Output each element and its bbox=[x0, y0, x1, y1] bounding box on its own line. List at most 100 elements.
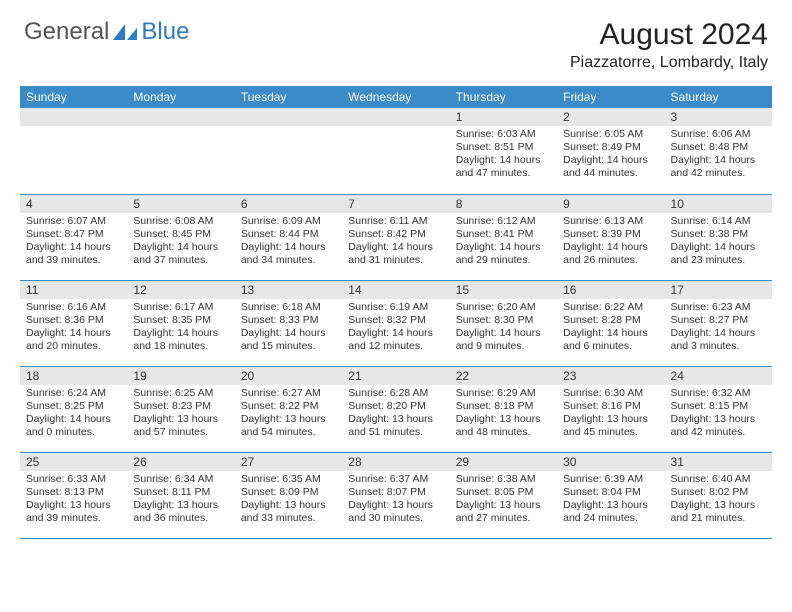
location: Piazzatorre, Lombardy, Italy bbox=[570, 54, 768, 72]
daylight-text: Daylight: 14 hours and 37 minutes. bbox=[133, 241, 228, 267]
sunrise-text: Sunrise: 6:35 AM bbox=[241, 473, 336, 486]
day-content bbox=[20, 126, 127, 132]
calendar-week-row: 4Sunrise: 6:07 AMSunset: 8:47 PMDaylight… bbox=[20, 194, 772, 280]
sunset-text: Sunset: 8:49 PM bbox=[563, 141, 658, 154]
calendar-day-cell: 20Sunrise: 6:27 AMSunset: 8:22 PMDayligh… bbox=[235, 366, 342, 452]
calendar-day-cell: 5Sunrise: 6:08 AMSunset: 8:45 PMDaylight… bbox=[127, 194, 234, 280]
calendar-day-cell: 19Sunrise: 6:25 AMSunset: 8:23 PMDayligh… bbox=[127, 366, 234, 452]
sunrise-text: Sunrise: 6:12 AM bbox=[456, 215, 551, 228]
weekday-header: Thursday bbox=[450, 86, 557, 108]
sunrise-text: Sunrise: 6:20 AM bbox=[456, 301, 551, 314]
calendar-day-cell bbox=[342, 108, 449, 194]
daylight-text: Daylight: 14 hours and 9 minutes. bbox=[456, 327, 551, 353]
day-number: 6 bbox=[235, 195, 342, 213]
daylight-text: Daylight: 14 hours and 26 minutes. bbox=[563, 241, 658, 267]
sunset-text: Sunset: 8:11 PM bbox=[133, 486, 228, 499]
calendar-day-cell: 29Sunrise: 6:38 AMSunset: 8:05 PMDayligh… bbox=[450, 452, 557, 538]
calendar: Sunday Monday Tuesday Wednesday Thursday… bbox=[20, 86, 772, 539]
day-content: Sunrise: 6:07 AMSunset: 8:47 PMDaylight:… bbox=[20, 213, 127, 272]
sunrise-text: Sunrise: 6:24 AM bbox=[26, 387, 121, 400]
day-content: Sunrise: 6:14 AMSunset: 8:38 PMDaylight:… bbox=[665, 213, 772, 272]
day-number: 31 bbox=[665, 453, 772, 471]
calendar-week-row: 18Sunrise: 6:24 AMSunset: 8:25 PMDayligh… bbox=[20, 366, 772, 452]
sunset-text: Sunset: 8:13 PM bbox=[26, 486, 121, 499]
calendar-day-cell: 10Sunrise: 6:14 AMSunset: 8:38 PMDayligh… bbox=[665, 194, 772, 280]
day-content: Sunrise: 6:22 AMSunset: 8:28 PMDaylight:… bbox=[557, 299, 664, 358]
sunset-text: Sunset: 8:02 PM bbox=[671, 486, 766, 499]
calendar-day-cell: 18Sunrise: 6:24 AMSunset: 8:25 PMDayligh… bbox=[20, 366, 127, 452]
weekday-header: Tuesday bbox=[235, 86, 342, 108]
day-content bbox=[127, 126, 234, 132]
calendar-week-row: 1Sunrise: 6:03 AMSunset: 8:51 PMDaylight… bbox=[20, 108, 772, 194]
sunset-text: Sunset: 8:27 PM bbox=[671, 314, 766, 327]
title-block: August 2024 Piazzatorre, Lombardy, Italy bbox=[570, 18, 768, 72]
sunset-text: Sunset: 8:23 PM bbox=[133, 400, 228, 413]
sunset-text: Sunset: 8:05 PM bbox=[456, 486, 551, 499]
day-content: Sunrise: 6:12 AMSunset: 8:41 PMDaylight:… bbox=[450, 213, 557, 272]
sunset-text: Sunset: 8:33 PM bbox=[241, 314, 336, 327]
sunset-text: Sunset: 8:20 PM bbox=[348, 400, 443, 413]
daylight-text: Daylight: 13 hours and 42 minutes. bbox=[671, 413, 766, 439]
day-number: 13 bbox=[235, 281, 342, 299]
calendar-day-cell: 1Sunrise: 6:03 AMSunset: 8:51 PMDaylight… bbox=[450, 108, 557, 194]
day-content: Sunrise: 6:28 AMSunset: 8:20 PMDaylight:… bbox=[342, 385, 449, 444]
sunset-text: Sunset: 8:15 PM bbox=[671, 400, 766, 413]
sunrise-text: Sunrise: 6:22 AM bbox=[563, 301, 658, 314]
sunrise-text: Sunrise: 6:32 AM bbox=[671, 387, 766, 400]
sunset-text: Sunset: 8:04 PM bbox=[563, 486, 658, 499]
calendar-week-row: 25Sunrise: 6:33 AMSunset: 8:13 PMDayligh… bbox=[20, 452, 772, 538]
sunset-text: Sunset: 8:22 PM bbox=[241, 400, 336, 413]
sunrise-text: Sunrise: 6:16 AM bbox=[26, 301, 121, 314]
day-number: 20 bbox=[235, 367, 342, 385]
calendar-day-cell: 27Sunrise: 6:35 AMSunset: 8:09 PMDayligh… bbox=[235, 452, 342, 538]
sunrise-text: Sunrise: 6:13 AM bbox=[563, 215, 658, 228]
month-title: August 2024 bbox=[570, 18, 768, 52]
day-number: 14 bbox=[342, 281, 449, 299]
daylight-text: Daylight: 13 hours and 30 minutes. bbox=[348, 499, 443, 525]
sunrise-text: Sunrise: 6:23 AM bbox=[671, 301, 766, 314]
weekday-header: Wednesday bbox=[342, 86, 449, 108]
day-content: Sunrise: 6:29 AMSunset: 8:18 PMDaylight:… bbox=[450, 385, 557, 444]
day-number: 22 bbox=[450, 367, 557, 385]
day-content: Sunrise: 6:16 AMSunset: 8:36 PMDaylight:… bbox=[20, 299, 127, 358]
calendar-day-cell: 8Sunrise: 6:12 AMSunset: 8:41 PMDaylight… bbox=[450, 194, 557, 280]
sunset-text: Sunset: 8:16 PM bbox=[563, 400, 658, 413]
day-content: Sunrise: 6:30 AMSunset: 8:16 PMDaylight:… bbox=[557, 385, 664, 444]
calendar-day-cell bbox=[20, 108, 127, 194]
day-content: Sunrise: 6:09 AMSunset: 8:44 PMDaylight:… bbox=[235, 213, 342, 272]
daylight-text: Daylight: 14 hours and 15 minutes. bbox=[241, 327, 336, 353]
day-content: Sunrise: 6:27 AMSunset: 8:22 PMDaylight:… bbox=[235, 385, 342, 444]
sunset-text: Sunset: 8:42 PM bbox=[348, 228, 443, 241]
day-content: Sunrise: 6:32 AMSunset: 8:15 PMDaylight:… bbox=[665, 385, 772, 444]
day-number: 15 bbox=[450, 281, 557, 299]
daylight-text: Daylight: 13 hours and 54 minutes. bbox=[241, 413, 336, 439]
day-content: Sunrise: 6:17 AMSunset: 8:35 PMDaylight:… bbox=[127, 299, 234, 358]
calendar-day-cell: 22Sunrise: 6:29 AMSunset: 8:18 PMDayligh… bbox=[450, 366, 557, 452]
day-content: Sunrise: 6:06 AMSunset: 8:48 PMDaylight:… bbox=[665, 126, 772, 185]
day-content: Sunrise: 6:25 AMSunset: 8:23 PMDaylight:… bbox=[127, 385, 234, 444]
sunset-text: Sunset: 8:39 PM bbox=[563, 228, 658, 241]
sunset-text: Sunset: 8:48 PM bbox=[671, 141, 766, 154]
daylight-text: Daylight: 14 hours and 47 minutes. bbox=[456, 154, 551, 180]
day-content: Sunrise: 6:37 AMSunset: 8:07 PMDaylight:… bbox=[342, 471, 449, 530]
day-number: 18 bbox=[20, 367, 127, 385]
daylight-text: Daylight: 13 hours and 51 minutes. bbox=[348, 413, 443, 439]
day-number: 21 bbox=[342, 367, 449, 385]
day-content: Sunrise: 6:35 AMSunset: 8:09 PMDaylight:… bbox=[235, 471, 342, 530]
day-number: 5 bbox=[127, 195, 234, 213]
day-content: Sunrise: 6:13 AMSunset: 8:39 PMDaylight:… bbox=[557, 213, 664, 272]
logo-sail-icon bbox=[111, 22, 139, 42]
sunrise-text: Sunrise: 6:05 AM bbox=[563, 128, 658, 141]
sunset-text: Sunset: 8:51 PM bbox=[456, 141, 551, 154]
day-number: 2 bbox=[557, 108, 664, 126]
daylight-text: Daylight: 14 hours and 6 minutes. bbox=[563, 327, 658, 353]
day-content: Sunrise: 6:39 AMSunset: 8:04 PMDaylight:… bbox=[557, 471, 664, 530]
calendar-day-cell: 16Sunrise: 6:22 AMSunset: 8:28 PMDayligh… bbox=[557, 280, 664, 366]
day-content: Sunrise: 6:03 AMSunset: 8:51 PMDaylight:… bbox=[450, 126, 557, 185]
day-number bbox=[342, 108, 449, 126]
header: General Blue August 2024 Piazzatorre, Lo… bbox=[0, 0, 792, 80]
daylight-text: Daylight: 14 hours and 0 minutes. bbox=[26, 413, 121, 439]
sunset-text: Sunset: 8:47 PM bbox=[26, 228, 121, 241]
calendar-day-cell: 7Sunrise: 6:11 AMSunset: 8:42 PMDaylight… bbox=[342, 194, 449, 280]
day-content: Sunrise: 6:20 AMSunset: 8:30 PMDaylight:… bbox=[450, 299, 557, 358]
